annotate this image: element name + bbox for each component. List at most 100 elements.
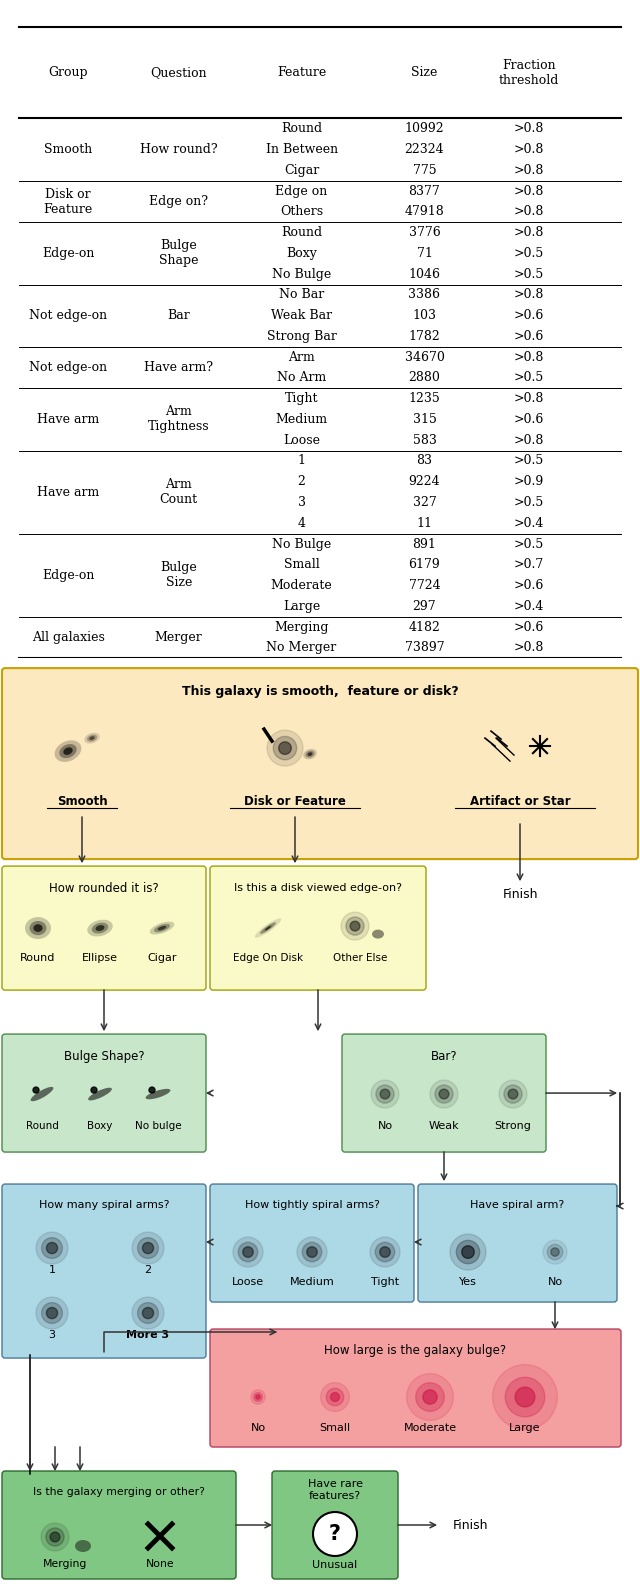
Text: Cigar: Cigar bbox=[284, 163, 319, 178]
Text: >0.6: >0.6 bbox=[514, 620, 544, 633]
Text: 3386: 3386 bbox=[408, 289, 440, 301]
Ellipse shape bbox=[29, 921, 47, 936]
Ellipse shape bbox=[75, 1540, 91, 1553]
Text: None: None bbox=[146, 1559, 174, 1569]
Text: Have arm: Have arm bbox=[37, 485, 99, 498]
Text: >0.8: >0.8 bbox=[514, 289, 544, 301]
Text: Moderate: Moderate bbox=[271, 579, 332, 592]
Text: 11: 11 bbox=[417, 517, 433, 530]
Circle shape bbox=[42, 1237, 63, 1258]
Text: Weak Bar: Weak Bar bbox=[271, 309, 332, 322]
Text: Finish: Finish bbox=[452, 1518, 488, 1532]
Ellipse shape bbox=[33, 925, 42, 933]
Text: 297: 297 bbox=[413, 600, 436, 612]
Text: 1046: 1046 bbox=[408, 268, 440, 281]
Circle shape bbox=[331, 1393, 339, 1402]
Text: In Between: In Between bbox=[266, 143, 338, 155]
Text: 2: 2 bbox=[298, 476, 305, 488]
Text: How large is the galaxy bulge?: How large is the galaxy bulge? bbox=[324, 1343, 507, 1356]
Ellipse shape bbox=[308, 752, 312, 757]
Text: How many spiral arms?: How many spiral arms? bbox=[39, 1201, 169, 1210]
Ellipse shape bbox=[87, 920, 113, 936]
Text: 7724: 7724 bbox=[408, 579, 440, 592]
Text: Size: Size bbox=[412, 67, 438, 79]
Ellipse shape bbox=[31, 1086, 53, 1101]
Text: Merging: Merging bbox=[275, 620, 329, 633]
Text: 3: 3 bbox=[298, 496, 305, 509]
FancyBboxPatch shape bbox=[418, 1185, 617, 1302]
Text: Tight: Tight bbox=[285, 392, 318, 404]
Text: Edge On Disk: Edge On Disk bbox=[233, 953, 303, 963]
Circle shape bbox=[138, 1237, 159, 1258]
Circle shape bbox=[450, 1234, 486, 1270]
FancyBboxPatch shape bbox=[272, 1472, 398, 1580]
Text: 891: 891 bbox=[413, 538, 436, 550]
Text: >0.6: >0.6 bbox=[514, 412, 544, 427]
Text: Merging: Merging bbox=[43, 1559, 87, 1569]
Circle shape bbox=[547, 1245, 563, 1259]
Text: 1: 1 bbox=[49, 1266, 56, 1275]
Circle shape bbox=[406, 1373, 453, 1421]
Circle shape bbox=[297, 1237, 327, 1267]
Text: >0.8: >0.8 bbox=[514, 122, 544, 135]
Text: >0.9: >0.9 bbox=[514, 476, 544, 488]
Text: No: No bbox=[250, 1423, 266, 1434]
Circle shape bbox=[46, 1527, 64, 1546]
Text: ?: ? bbox=[329, 1524, 341, 1545]
Ellipse shape bbox=[260, 923, 276, 934]
Text: >0.5: >0.5 bbox=[514, 496, 544, 509]
Ellipse shape bbox=[95, 925, 104, 931]
FancyBboxPatch shape bbox=[2, 866, 206, 990]
Text: >0.6: >0.6 bbox=[514, 309, 544, 322]
Circle shape bbox=[149, 1086, 155, 1093]
Ellipse shape bbox=[305, 750, 314, 758]
Circle shape bbox=[346, 917, 364, 936]
Text: >0.8: >0.8 bbox=[514, 392, 544, 404]
Circle shape bbox=[273, 736, 297, 760]
Text: Bulge
Size: Bulge Size bbox=[160, 561, 197, 588]
Text: Loose: Loose bbox=[283, 433, 320, 447]
Text: 2880: 2880 bbox=[408, 371, 440, 384]
Circle shape bbox=[439, 1090, 449, 1099]
Text: >0.6: >0.6 bbox=[514, 579, 544, 592]
Circle shape bbox=[370, 1237, 400, 1267]
Circle shape bbox=[91, 1086, 97, 1093]
Text: More 3: More 3 bbox=[127, 1331, 170, 1340]
Circle shape bbox=[376, 1085, 394, 1104]
Circle shape bbox=[50, 1532, 60, 1542]
Text: Round: Round bbox=[26, 1121, 58, 1131]
Text: Finish: Finish bbox=[502, 888, 538, 901]
Circle shape bbox=[233, 1237, 263, 1267]
Text: 10992: 10992 bbox=[404, 122, 444, 135]
Ellipse shape bbox=[372, 929, 384, 939]
Text: Arm: Arm bbox=[288, 351, 315, 363]
Text: Have spiral arm?: Have spiral arm? bbox=[470, 1201, 564, 1210]
Text: >0.5: >0.5 bbox=[514, 268, 544, 281]
Text: Arm
Tightness: Arm Tightness bbox=[148, 406, 209, 433]
Text: Smooth: Smooth bbox=[44, 143, 92, 155]
Text: 8377: 8377 bbox=[408, 184, 440, 198]
Text: Fraction
threshold: Fraction threshold bbox=[499, 59, 559, 87]
Circle shape bbox=[138, 1302, 159, 1323]
Circle shape bbox=[416, 1383, 444, 1412]
Text: >0.8: >0.8 bbox=[514, 227, 544, 239]
Text: 1235: 1235 bbox=[408, 392, 440, 404]
Text: 6179: 6179 bbox=[408, 558, 440, 571]
Text: 4: 4 bbox=[298, 517, 305, 530]
Text: Have arm?: Have arm? bbox=[144, 362, 213, 374]
Text: 1782: 1782 bbox=[408, 330, 440, 343]
Text: 83: 83 bbox=[417, 455, 433, 468]
Text: >0.8: >0.8 bbox=[514, 641, 544, 655]
Text: Boxy: Boxy bbox=[87, 1121, 113, 1131]
Text: No Bar: No Bar bbox=[279, 289, 324, 301]
Text: >0.8: >0.8 bbox=[514, 143, 544, 155]
FancyBboxPatch shape bbox=[342, 1034, 546, 1151]
Text: Strong: Strong bbox=[495, 1121, 531, 1131]
Text: Small: Small bbox=[319, 1423, 351, 1434]
Text: 315: 315 bbox=[413, 412, 436, 427]
Circle shape bbox=[423, 1389, 437, 1404]
Circle shape bbox=[375, 1242, 395, 1262]
Text: >0.7: >0.7 bbox=[514, 558, 544, 571]
Text: How tightly spiral arms?: How tightly spiral arms? bbox=[244, 1201, 380, 1210]
Text: 2: 2 bbox=[145, 1266, 152, 1275]
